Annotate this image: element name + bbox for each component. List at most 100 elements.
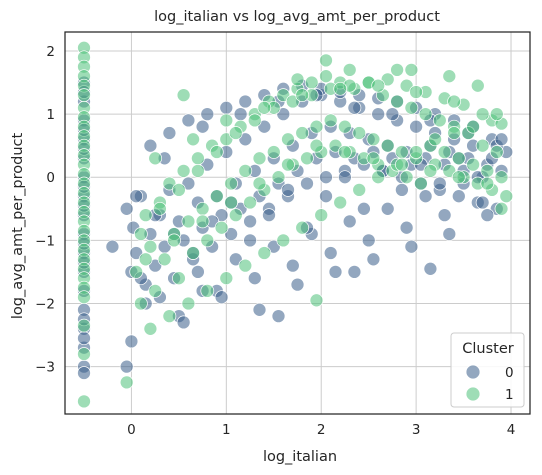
data-point-cluster-0 xyxy=(366,252,381,267)
data-point-cluster-1 xyxy=(162,176,177,191)
data-point-cluster-1 xyxy=(338,145,352,159)
plot-frame xyxy=(64,31,531,415)
data-point-cluster-1 xyxy=(494,201,509,216)
data-point-cluster-1 xyxy=(480,164,495,178)
data-point-cluster-0 xyxy=(347,100,362,115)
legend: Cluster 0 1 xyxy=(450,332,525,408)
x-tick-label: 4 xyxy=(507,422,516,438)
data-point-cluster-1 xyxy=(475,138,490,153)
data-point-cluster-1 xyxy=(77,347,91,361)
data-point-cluster-1 xyxy=(153,201,167,216)
data-point-cluster-0 xyxy=(323,246,338,260)
data-point-cluster-1 xyxy=(77,318,91,333)
data-point-cluster-0 xyxy=(181,176,196,191)
data-point-cluster-1 xyxy=(176,88,191,102)
data-point-cluster-1 xyxy=(271,170,286,185)
data-point-cluster-1 xyxy=(157,252,172,267)
data-point-cluster-0 xyxy=(409,119,423,134)
data-point-cluster-1 xyxy=(333,195,348,210)
data-point-cluster-0 xyxy=(404,239,419,254)
data-point-cluster-0 xyxy=(233,107,248,121)
data-point-cluster-1 xyxy=(148,151,163,166)
x-tick-label: 0 xyxy=(127,422,136,438)
data-point-cluster-0 xyxy=(442,227,457,241)
data-point-cluster-1 xyxy=(295,126,310,140)
data-point-cluster-1 xyxy=(219,271,234,286)
data-point-cluster-1 xyxy=(399,170,414,185)
data-point-cluster-1 xyxy=(494,170,509,185)
data-point-cluster-1 xyxy=(200,233,215,248)
data-point-cluster-0 xyxy=(243,214,257,229)
data-point-cluster-1 xyxy=(399,78,414,93)
data-point-cluster-1 xyxy=(162,309,177,323)
data-point-cluster-0 xyxy=(271,309,286,323)
data-point-cluster-0 xyxy=(385,107,400,121)
data-point-cluster-1 xyxy=(195,201,210,216)
x-tick-label: 2 xyxy=(317,422,326,438)
data-point-cluster-1 xyxy=(442,164,457,178)
data-point-cluster-1 xyxy=(148,284,163,298)
data-point-cluster-0 xyxy=(238,132,253,147)
data-point-cluster-1 xyxy=(186,132,200,147)
data-point-cluster-1 xyxy=(475,107,490,121)
data-point-cluster-1 xyxy=(143,239,158,254)
data-point-cluster-0 xyxy=(257,119,272,134)
data-point-cluster-0 xyxy=(285,258,300,273)
data-point-cluster-1 xyxy=(423,164,438,178)
data-point-cluster-0 xyxy=(371,107,386,121)
y-tick-labels: −3 −2 −1 0 1 2 xyxy=(35,44,55,376)
data-point-cluster-1 xyxy=(338,119,352,134)
data-point-cluster-1 xyxy=(328,138,343,153)
data-point-cluster-1 xyxy=(342,63,357,77)
y-tick-label: −1 xyxy=(35,233,55,249)
data-point-cluster-0 xyxy=(300,176,314,191)
x-axis-label: log_italian xyxy=(263,449,337,465)
data-point-cluster-0 xyxy=(338,170,352,185)
y-axis-label: log_avg_amt_per_product xyxy=(10,133,26,320)
data-point-cluster-0 xyxy=(361,233,376,248)
data-point-cluster-1 xyxy=(480,176,495,191)
data-point-cluster-1 xyxy=(300,151,314,166)
data-points xyxy=(77,40,514,409)
data-point-cluster-1 xyxy=(281,132,295,147)
legend-label-cluster-1: 1 xyxy=(505,387,514,403)
data-point-cluster-1 xyxy=(143,321,158,336)
data-point-cluster-1 xyxy=(281,157,295,172)
data-point-cluster-1 xyxy=(489,145,504,159)
data-point-cluster-1 xyxy=(77,394,91,409)
data-point-cluster-1 xyxy=(243,195,257,210)
data-point-cluster-1 xyxy=(447,126,461,140)
data-point-cluster-1 xyxy=(214,220,229,235)
data-point-cluster-0 xyxy=(328,265,343,279)
data-point-cluster-0 xyxy=(176,315,191,330)
data-point-cluster-1 xyxy=(266,145,281,159)
data-point-cluster-1 xyxy=(442,69,457,84)
data-point-cluster-0 xyxy=(451,189,466,204)
data-point-cluster-1 xyxy=(414,176,428,191)
data-point-cluster-0 xyxy=(281,183,295,197)
data-point-cluster-1 xyxy=(167,233,181,248)
data-point-cluster-0 xyxy=(437,208,452,222)
data-point-cluster-1 xyxy=(257,100,272,115)
data-point-cluster-1 xyxy=(134,296,148,311)
data-point-cluster-0 xyxy=(319,170,333,185)
data-point-cluster-1 xyxy=(319,69,333,84)
y-tick-label: 0 xyxy=(46,170,55,186)
data-point-cluster-0 xyxy=(214,290,229,305)
data-point-cluster-0 xyxy=(475,195,490,210)
data-point-cluster-1 xyxy=(119,375,134,390)
data-point-cluster-0 xyxy=(105,239,120,254)
data-point-cluster-1 xyxy=(319,53,333,68)
data-point-cluster-1 xyxy=(257,246,272,260)
data-point-cluster-1 xyxy=(437,145,452,159)
data-point-cluster-1 xyxy=(404,63,419,77)
data-point-cluster-1 xyxy=(224,176,238,191)
data-point-cluster-0 xyxy=(191,265,205,279)
data-point-cluster-1 xyxy=(390,94,404,109)
data-point-cluster-0 xyxy=(494,132,509,147)
data-point-cluster-1 xyxy=(247,113,262,128)
data-point-cluster-1 xyxy=(333,81,348,96)
data-point-cluster-1 xyxy=(228,208,243,222)
